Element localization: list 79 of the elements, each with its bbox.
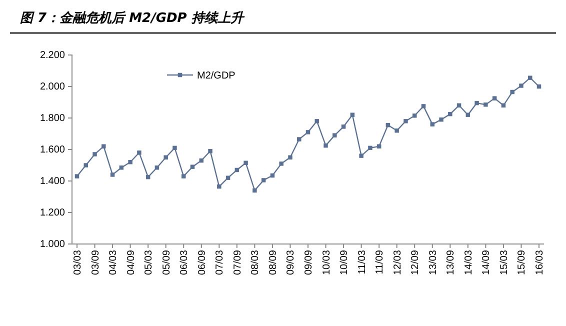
point bbox=[359, 154, 364, 158]
point bbox=[306, 130, 310, 134]
x-tick-label: 08/09 bbox=[268, 250, 279, 276]
x-tick-label: 12/09 bbox=[410, 250, 422, 276]
x-tick-label: 04/09 bbox=[126, 250, 137, 276]
point bbox=[332, 133, 337, 138]
point bbox=[226, 176, 230, 180]
y-tick-label: 1.200 bbox=[40, 208, 66, 219]
point bbox=[244, 160, 248, 166]
point bbox=[288, 155, 292, 160]
point bbox=[430, 122, 435, 126]
point bbox=[466, 112, 470, 117]
point bbox=[421, 104, 426, 108]
x-tick-label: 14/03 bbox=[463, 250, 474, 276]
point bbox=[84, 163, 88, 168]
x-tick-label: 09/03 bbox=[286, 250, 297, 276]
x-tick-label: 03/03 bbox=[72, 250, 84, 276]
point bbox=[92, 152, 97, 156]
point bbox=[394, 128, 399, 133]
x-tick-label: 04/03 bbox=[108, 250, 120, 276]
point bbox=[412, 114, 417, 118]
point bbox=[261, 178, 266, 182]
y-tick-label: 2.000 bbox=[40, 82, 66, 93]
x-tick-label: 10/09 bbox=[339, 250, 350, 276]
point bbox=[172, 146, 177, 150]
point bbox=[314, 119, 320, 124]
point bbox=[217, 184, 222, 189]
point bbox=[519, 84, 524, 88]
x-tick-label: 16/03 bbox=[534, 250, 546, 276]
point bbox=[448, 112, 452, 116]
point bbox=[474, 100, 479, 106]
point bbox=[404, 119, 408, 124]
point bbox=[324, 143, 328, 148]
point bbox=[376, 144, 382, 148]
point bbox=[190, 164, 195, 169]
point bbox=[102, 144, 106, 148]
point bbox=[164, 155, 168, 160]
y-tick-label: 1.000 bbox=[40, 239, 66, 250]
point bbox=[368, 146, 372, 150]
x-tick-label: 05/03 bbox=[144, 250, 155, 276]
y-tick-label: 1.400 bbox=[40, 176, 66, 188]
point bbox=[128, 160, 132, 164]
point bbox=[208, 148, 212, 154]
point bbox=[341, 124, 346, 129]
x-tick-label: 03/09 bbox=[90, 250, 102, 276]
y-tick-label: 2.200 bbox=[40, 50, 66, 62]
point bbox=[350, 112, 355, 117]
x-tick-label: 06/03 bbox=[179, 250, 190, 276]
x-tick-label: 08/03 bbox=[250, 250, 262, 276]
x-tick-label: 15/03 bbox=[498, 250, 510, 276]
x-tick-label: 11/09 bbox=[374, 250, 386, 274]
point bbox=[279, 162, 284, 166]
point bbox=[252, 188, 257, 193]
y-tick-label: 1.800 bbox=[40, 113, 66, 124]
x-tick-label: 09/09 bbox=[304, 250, 314, 276]
x-tick-label: 06/09 bbox=[196, 250, 208, 276]
x-tick-label: 05/09 bbox=[161, 250, 172, 276]
x-tick-label: 10/03 bbox=[321, 250, 332, 276]
point bbox=[110, 172, 115, 177]
y-tick-label: 1.600 bbox=[40, 144, 66, 156]
point bbox=[484, 102, 488, 107]
x-tick-label: 14/09 bbox=[481, 250, 492, 276]
point bbox=[296, 137, 302, 142]
point bbox=[439, 117, 444, 122]
x-tick-label: 11/03 bbox=[356, 250, 368, 274]
chart-title: 图 7：金融危机后 M2/GDP 持续上升 bbox=[20, 10, 246, 26]
x-tick-label: 12/03 bbox=[392, 250, 404, 276]
point bbox=[510, 90, 514, 94]
point bbox=[492, 96, 497, 100]
x-tick-label: 13/09 bbox=[446, 250, 457, 276]
point bbox=[181, 174, 186, 178]
point bbox=[137, 150, 142, 155]
x-tick-label: 07/03 bbox=[214, 250, 226, 276]
x-tick-label: 15/09 bbox=[516, 250, 528, 276]
point bbox=[74, 174, 80, 178]
x-tick-label: 07/09 bbox=[232, 250, 244, 276]
legend-label: M2/GDP bbox=[197, 70, 236, 82]
x-tick-label: 13/03 bbox=[428, 250, 439, 276]
point bbox=[528, 76, 532, 80]
